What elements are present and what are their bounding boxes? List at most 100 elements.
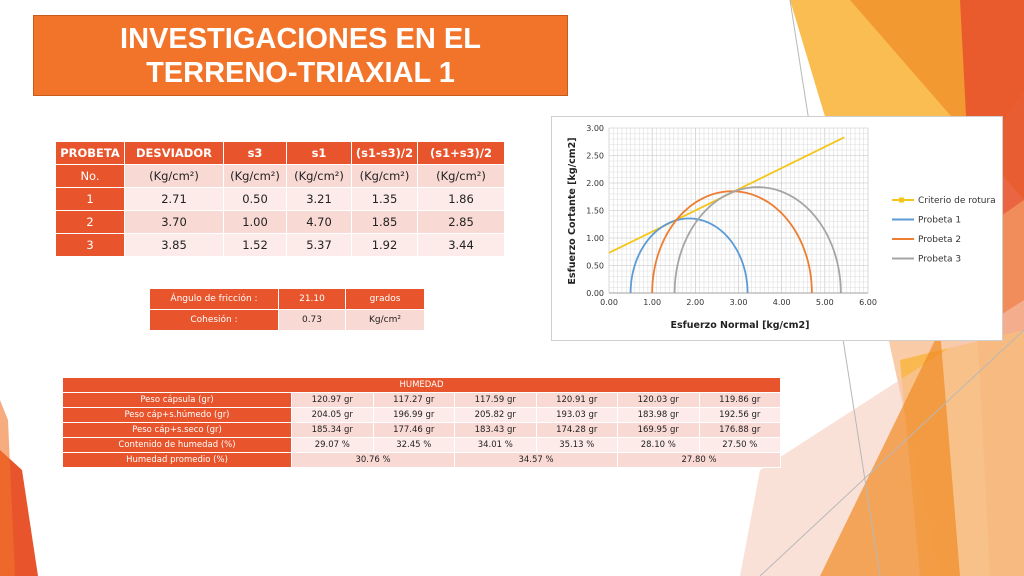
y-tick-label: 0.00 <box>586 289 604 298</box>
humedad-title-row: HUMEDAD <box>62 377 781 393</box>
header-cell: s1 <box>286 141 352 165</box>
x-tick-label: 5.00 <box>816 298 834 307</box>
table-cell: 120.91 gr <box>535 392 618 408</box>
table-cell: 27.80 % <box>617 452 781 468</box>
row-label: Contenido de humedad (%) <box>62 437 292 453</box>
x-tick-label: 1.00 <box>643 298 661 307</box>
table-cell: 1.92 <box>351 233 418 257</box>
chart-axes: 0.00 1.00 2.00 3.00 4.00 5.00 6.00 0.00 0.50 1.00… <box>586 124 877 307</box>
header-cell: PROBETA <box>55 141 125 165</box>
table-cell: 177.46 gr <box>372 422 455 438</box>
table-cell: 29.07 % <box>291 437 374 453</box>
x-tick-label: 0.00 <box>600 298 618 307</box>
y-tick-label: 3.00 <box>586 124 604 133</box>
mohr-circle-probeta-1 <box>629 217 749 294</box>
table-cell: 1 <box>55 187 125 211</box>
table-cell: 5.37 <box>286 233 352 257</box>
table-cell: 193.03 gr <box>535 407 618 423</box>
cohesion-row: Cohesión : 0.73 Kg/cm² <box>149 309 425 331</box>
table-cell: 120.97 gr <box>291 392 374 408</box>
y-tick-label: 2.50 <box>586 152 604 161</box>
table-cell: 2.85 <box>417 210 505 234</box>
unit-cell: (Kg/cm²) <box>286 164 352 188</box>
row-label: Peso cápsula (gr) <box>62 392 292 408</box>
table-cell: 32.45 % <box>372 437 455 453</box>
table-cell: 34.57 % <box>454 452 618 468</box>
cohesion-unit: Kg/cm² <box>345 309 425 331</box>
table-row: 3 3.85 1.52 5.37 1.92 3.44 <box>55 233 505 257</box>
table-cell: 119.86 gr <box>698 392 781 408</box>
table-row: Humedad promedio (%) 30.76 % 34.57 % 27.… <box>62 452 781 468</box>
x-tick-label: 2.00 <box>686 298 704 307</box>
table-row: 2 3.70 1.00 4.70 1.85 2.85 <box>55 210 505 234</box>
unit-cell: No. <box>55 164 125 188</box>
chart-marks <box>608 136 845 294</box>
friction-label: Ángulo de fricción : <box>149 288 279 310</box>
header-cell: DESVIADOR <box>124 141 224 165</box>
y-tick-label: 0.50 <box>586 262 604 271</box>
humedad-table: HUMEDAD Peso cápsula (gr) 120.97 gr 117.… <box>62 377 781 468</box>
cohesion-label: Cohesión : <box>149 309 279 331</box>
table-cell: 185.34 gr <box>291 422 374 438</box>
table-row: Peso cáp+s.húmedo (gr) 204.05 gr 196.99 … <box>62 407 781 423</box>
header-cell: s3 <box>223 141 287 165</box>
mohr-circle-probeta-2 <box>651 190 813 294</box>
table-cell: 3 <box>55 233 125 257</box>
header-cell: (s1+s3)/2 <box>417 141 505 165</box>
x-tick-label: 4.00 <box>773 298 791 307</box>
mohr-chart: 0.00 1.00 2.00 3.00 4.00 5.00 6.00 0.00 0.50 1.00… <box>551 116 1003 341</box>
table-cell: 3.85 <box>124 233 224 257</box>
y-axis-label: Esfuerzo Cortante [kg/cm2] <box>567 137 578 284</box>
legend-label: Criterio de rotura <box>918 196 996 206</box>
friction-row: Ángulo de fricción : 21.10 grados <box>149 288 425 310</box>
table-cell: 34.01 % <box>454 437 537 453</box>
humedad-title: HUMEDAD <box>62 377 781 393</box>
chart-svg: 0.00 1.00 2.00 3.00 4.00 5.00 6.00 0.00 0.50 1.00… <box>567 124 996 331</box>
friction-value: 21.10 <box>278 288 346 310</box>
table-cell: 169.95 gr <box>617 422 700 438</box>
y-tick-label: 1.50 <box>586 207 604 216</box>
legend-marker <box>899 197 904 203</box>
table-cell: 2 <box>55 210 125 234</box>
table-cell: 204.05 gr <box>291 407 374 423</box>
table-cell: 120.03 gr <box>617 392 700 408</box>
table-row: Peso cápsula (gr) 120.97 gr 117.27 gr 11… <box>62 392 781 408</box>
row-label: Humedad promedio (%) <box>62 452 292 468</box>
table-cell: 28.10 % <box>617 437 700 453</box>
triaxial-table: PROBETA DESVIADOR s3 s1 (s1-s3)/2 (s1+s3… <box>55 141 505 257</box>
unit-cell: (Kg/cm²) <box>351 164 418 188</box>
title-line-2: TERRENO-TRIAXIAL 1 <box>146 56 455 89</box>
header-cell: (s1-s3)/2 <box>351 141 418 165</box>
table-cell: 1.52 <box>223 233 287 257</box>
x-axis-label: Esfuerzo Normal [kg/cm2] <box>671 320 810 331</box>
row-label: Peso cáp+s.húmedo (gr) <box>62 407 292 423</box>
table-cell: 0.50 <box>223 187 287 211</box>
y-tick-label: 1.00 <box>586 234 604 243</box>
table-cell: 176.88 gr <box>698 422 781 438</box>
table-cell: 1.86 <box>417 187 505 211</box>
unit-cell: (Kg/cm²) <box>124 164 224 188</box>
table-row: Peso cáp+s.seco (gr) 185.34 gr 177.46 gr… <box>62 422 781 438</box>
table-cell: 205.82 gr <box>454 407 537 423</box>
row-label: Peso cáp+s.seco (gr) <box>62 422 292 438</box>
x-tick-label: 3.00 <box>730 298 748 307</box>
strength-params-table: Ángulo de fricción : 21.10 grados Cohesi… <box>149 288 425 331</box>
friction-unit: grados <box>345 288 425 310</box>
table-cell: 196.99 gr <box>372 407 455 423</box>
chart-grid <box>608 127 869 294</box>
chart-legend: Criterio de rotura Probeta 1 Probeta 2 Prob… <box>892 196 996 265</box>
x-tick-label: 6.00 <box>859 298 877 307</box>
unit-cell: (Kg/cm²) <box>223 164 287 188</box>
table-cell: 2.71 <box>124 187 224 211</box>
title-line-1: INVESTIGACIONES EN EL <box>120 22 481 55</box>
units-row: No. (Kg/cm²) (Kg/cm²) (Kg/cm²) (Kg/cm²) … <box>55 164 505 188</box>
legend-label: Probeta 3 <box>918 255 961 265</box>
table-cell: 3.21 <box>286 187 352 211</box>
table-cell: 183.98 gr <box>617 407 700 423</box>
table-cell: 35.13 % <box>535 437 618 453</box>
legend-label: Probeta 1 <box>918 216 961 226</box>
y-tick-label: 2.00 <box>586 179 604 188</box>
table-cell: 117.59 gr <box>454 392 537 408</box>
table-cell: 192.56 gr <box>698 407 781 423</box>
cohesion-value: 0.73 <box>278 309 346 331</box>
